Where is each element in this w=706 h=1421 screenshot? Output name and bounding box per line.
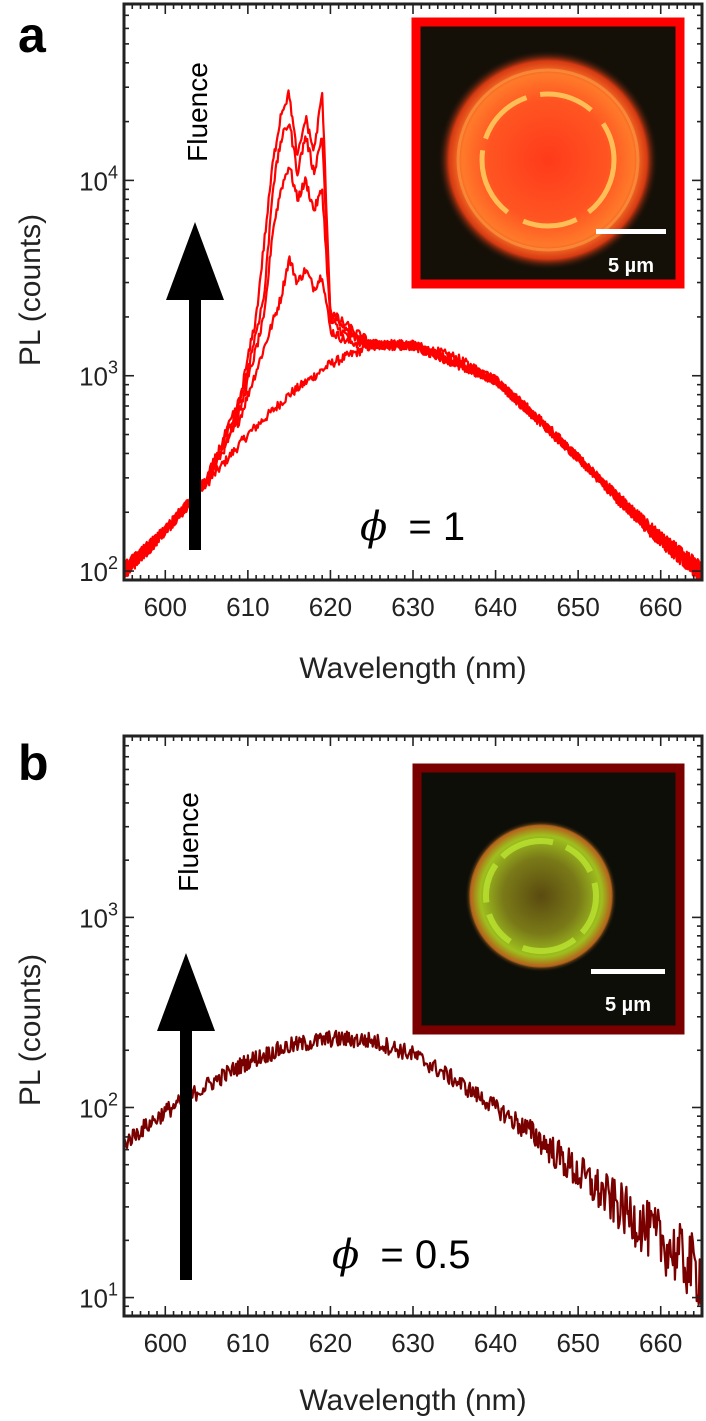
- panel-b-x-tick-label: 600: [144, 1328, 187, 1358]
- panel-a-phi-label: ϕ = 1: [360, 504, 465, 550]
- panel-a-x-tick-label: 630: [391, 592, 434, 622]
- panel-b-x-tick-label: 660: [639, 1328, 682, 1358]
- panel-b-fluence-label: Fluence: [173, 792, 204, 892]
- panel-b-inset-micrograph: 5 µm: [412, 763, 685, 1035]
- panel-a-fluence-label: Fluence: [182, 62, 213, 162]
- panel-b-traces: [124, 1029, 702, 1309]
- panel-b-x-tick-label: 620: [309, 1328, 352, 1358]
- panel-b-x-tick-label: 650: [556, 1328, 599, 1358]
- panel-b-x-tick-label: 610: [226, 1328, 269, 1358]
- panel-a-inset-ring: [479, 91, 617, 229]
- panel-b-phi-label: ϕ = 0.5: [332, 1232, 470, 1278]
- panel-b-phi-symbol: ϕ: [332, 1232, 359, 1278]
- panel-b-x-tick-label: 640: [474, 1328, 517, 1358]
- panel-a-inset-micrograph: 5 µm: [411, 17, 685, 289]
- panel-a-y-tick-label: 102: [79, 553, 118, 587]
- panel-a-x-ticks: 600 610 620 630 640 650 660: [123, 4, 703, 622]
- panel-a-x-tick-label: 610: [226, 592, 269, 622]
- panel-b-scale-bar: [591, 969, 665, 974]
- panel-b-y-tick-label: 102: [79, 1089, 118, 1123]
- panel-a-x-tick-label: 620: [309, 592, 352, 622]
- panel-b-inset-ring: [483, 838, 599, 954]
- panel-b-x-axis-label: Wavelength (nm): [299, 1384, 526, 1417]
- panel-a-y-ticks: 102 103 104: [79, 3, 702, 587]
- panel-a: a 600 610 620 630 640 650 660 102 103 104 Wavele…: [14, 2, 704, 685]
- panel-a-y-tick-label: 103: [79, 358, 118, 392]
- panel-a-x-tick-label: 650: [556, 592, 599, 622]
- panel-a-fluence-arrow: [166, 222, 224, 550]
- panel-b-x-tick-label: 630: [391, 1328, 434, 1358]
- panel-b-phi-value: = 0.5: [380, 1233, 470, 1277]
- panel-b-y-tick-label: 103: [79, 899, 118, 933]
- panel-a-x-axis-label: Wavelength (nm): [299, 652, 526, 685]
- panel-a-y-tick-label: 104: [79, 162, 118, 196]
- panel-a-x-tick-label: 600: [144, 592, 187, 622]
- panel-b-y-axis-label: PL (counts): [14, 954, 47, 1106]
- panel-a-inset-glow: [438, 50, 658, 270]
- panel-b-scale-label: 5 µm: [605, 994, 651, 1016]
- panel-b-y-ticks: 101 102 103: [79, 735, 702, 1317]
- panel-b: b 600 610 620 630 640 650 660 101 102 103 Wavele…: [14, 734, 704, 1417]
- panel-a-x-tick-label: 640: [474, 592, 517, 622]
- panel-a-phi-value: = 1: [408, 505, 465, 549]
- panel-a-series-5: [124, 89, 702, 579]
- panel-a-scale-label: 5 µm: [608, 255, 654, 277]
- panel-b-fluence-arrow: [157, 953, 215, 1280]
- panel-a-phi-symbol: ϕ: [360, 504, 387, 550]
- panel-letter-a: a: [18, 7, 47, 63]
- panel-letter-b: b: [18, 735, 49, 791]
- panel-b-x-ticks: 600 610 620 630 640 650 660: [123, 736, 703, 1358]
- panel-a-y-axis-label: PL (counts): [14, 214, 47, 366]
- panel-a-x-tick-label: 660: [639, 592, 682, 622]
- panel-b-series-1: [124, 1029, 702, 1309]
- panel-b-y-tick-label: 101: [79, 1280, 118, 1314]
- panel-a-traces: [124, 89, 702, 580]
- panel-a-scale-bar: [596, 229, 666, 234]
